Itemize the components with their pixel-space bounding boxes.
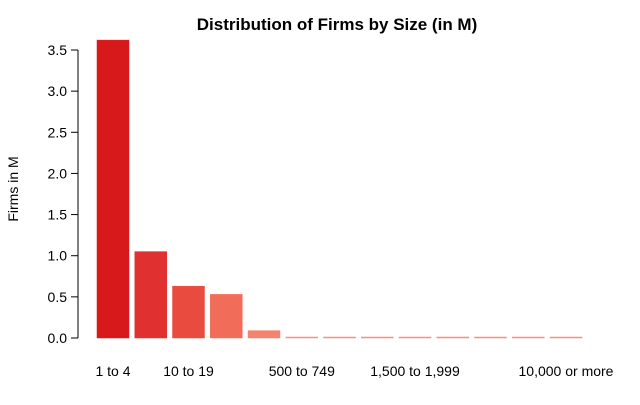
x-category-label: 10 to 19 [163, 363, 214, 379]
y-tick-label: 2.5 [48, 124, 68, 140]
y-tick-label: 0.0 [48, 330, 68, 346]
bar-2-500-to-4-999 [474, 336, 507, 339]
y-axis-label: Firms in M [5, 156, 21, 221]
bar-2-000-to-2-499 [436, 336, 470, 339]
y-tick-label: 3.0 [48, 83, 68, 99]
chart-title: Distribution of Firms by Size (in M) [197, 15, 478, 34]
y-tick-label: 1.0 [48, 248, 68, 264]
bars-group [96, 39, 583, 339]
bar-1-000-to-1-499 [361, 336, 394, 339]
x-axis-labels: 1 to 4 10 to 19 500 to 749 1,500 to 1,999 10… [95, 363, 613, 379]
bar-1-500-to-1-999 [398, 336, 432, 339]
bar-10-to-19 [172, 285, 205, 339]
bar-750-to-999 [323, 336, 356, 339]
y-tick-label: 2.0 [48, 165, 68, 181]
bar-5-to-9 [134, 251, 168, 339]
x-category-label: 1 to 4 [95, 363, 130, 379]
bar-10-000-or-more [549, 336, 583, 339]
y-axis: 0.0 0.5 1.0 1.5 2.0 2.5 3.0 3.5 [48, 42, 79, 346]
bar-5-000-to-9-999 [512, 336, 545, 339]
y-tick-label: 0.5 [48, 289, 68, 305]
x-category-label: 1,500 to 1,999 [370, 363, 460, 379]
y-tick-label: 3.5 [48, 42, 68, 58]
x-category-label: 10,000 or more [519, 363, 614, 379]
bar-500-to-749 [285, 336, 319, 339]
bar-100-to-499 [247, 330, 281, 339]
y-tick-label: 1.5 [48, 207, 68, 223]
bar-20-to-99 [210, 294, 243, 339]
bar-1-to-4 [96, 39, 130, 339]
x-category-label: 500 to 749 [269, 363, 335, 379]
